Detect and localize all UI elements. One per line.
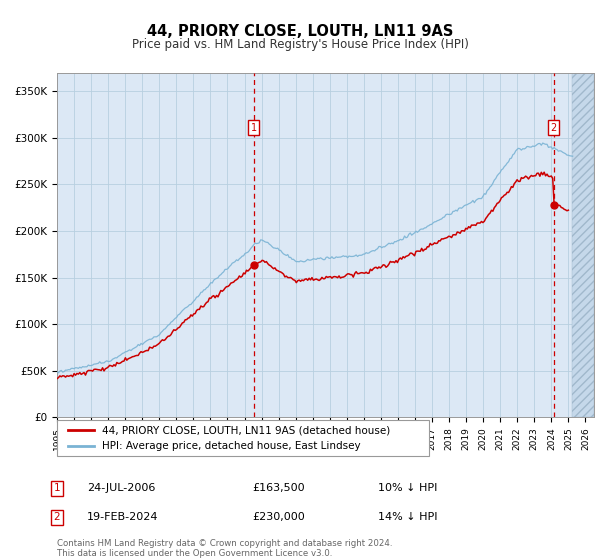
Text: 2: 2 (550, 123, 557, 133)
Text: 1: 1 (251, 123, 257, 133)
Text: 1: 1 (53, 483, 61, 493)
Text: Contains HM Land Registry data © Crown copyright and database right 2024.
This d: Contains HM Land Registry data © Crown c… (57, 539, 392, 558)
Text: HPI: Average price, detached house, East Lindsey: HPI: Average price, detached house, East… (101, 441, 360, 451)
Text: Price paid vs. HM Land Registry's House Price Index (HPI): Price paid vs. HM Land Registry's House … (131, 38, 469, 50)
Text: £163,500: £163,500 (252, 483, 305, 493)
Text: 14% ↓ HPI: 14% ↓ HPI (378, 512, 437, 522)
Text: 10% ↓ HPI: 10% ↓ HPI (378, 483, 437, 493)
Text: 19-FEB-2024: 19-FEB-2024 (87, 512, 158, 522)
FancyBboxPatch shape (57, 420, 429, 456)
Text: 24-JUL-2006: 24-JUL-2006 (87, 483, 155, 493)
Bar (572, 73, 594, 417)
Text: 44, PRIORY CLOSE, LOUTH, LN11 9AS: 44, PRIORY CLOSE, LOUTH, LN11 9AS (147, 24, 453, 39)
Text: 44, PRIORY CLOSE, LOUTH, LN11 9AS (detached house): 44, PRIORY CLOSE, LOUTH, LN11 9AS (detac… (101, 425, 390, 435)
Text: 2: 2 (53, 512, 61, 522)
Text: £230,000: £230,000 (252, 512, 305, 522)
